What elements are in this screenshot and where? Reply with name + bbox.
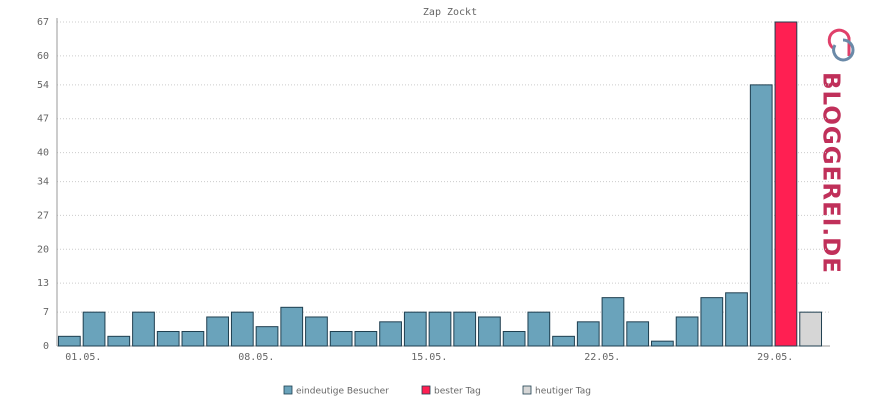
x-tick-label: 01.05. <box>65 352 101 363</box>
bar <box>478 316 501 347</box>
bar <box>107 335 131 347</box>
bar <box>552 335 575 347</box>
y-tick-label: 13 <box>37 278 49 289</box>
legend-swatch <box>421 385 431 395</box>
bar <box>527 311 551 347</box>
bar <box>799 311 823 347</box>
bar <box>576 321 600 347</box>
bar <box>82 311 106 347</box>
bar <box>749 84 773 347</box>
chart-title: Zap Zockt <box>423 7 477 18</box>
bar <box>725 292 748 347</box>
bar <box>379 321 402 347</box>
bar <box>57 335 81 347</box>
logo-text: BLOGGEREI.DE <box>818 72 844 274</box>
bar <box>428 311 452 347</box>
y-tick-label: 34 <box>37 177 49 188</box>
legend-label: bester Tag <box>434 387 481 397</box>
bar <box>329 330 353 347</box>
bar <box>132 311 155 347</box>
legend-swatch <box>283 385 293 395</box>
y-tick-label: 20 <box>37 244 49 255</box>
bar <box>403 311 427 347</box>
x-tick-label: 15.05. <box>411 352 447 363</box>
bar <box>280 306 304 347</box>
bar <box>354 330 378 347</box>
y-tick-label: 0 <box>43 341 49 352</box>
y-tick-label: 7 <box>43 307 49 318</box>
bar <box>453 311 477 347</box>
bar <box>255 326 279 347</box>
logo-icon <box>832 38 855 62</box>
x-tick-label: 29.05. <box>757 352 793 363</box>
legend-swatch <box>522 385 532 395</box>
bar <box>206 316 229 347</box>
legend-label: eindeutige Besucher <box>296 387 389 397</box>
bar <box>502 330 526 347</box>
y-tick-label: 27 <box>37 210 49 221</box>
bar <box>774 21 798 347</box>
y-tick-label: 47 <box>37 114 49 125</box>
bar <box>230 311 254 347</box>
x-tick-label: 22.05. <box>584 352 620 363</box>
bar <box>675 316 699 347</box>
logo-icon <box>827 28 851 56</box>
bar <box>156 330 180 347</box>
legend-label: heutiger Tag <box>535 387 591 397</box>
y-tick-label: 40 <box>37 148 49 159</box>
bar <box>700 297 724 347</box>
bar <box>626 321 650 347</box>
y-tick-label: 54 <box>37 80 49 91</box>
bar <box>651 340 674 347</box>
x-tick-label: 08.05. <box>238 352 274 363</box>
y-tick-label: 60 <box>37 51 49 62</box>
bar <box>601 297 625 347</box>
y-tick-label: 67 <box>37 17 49 28</box>
bar <box>181 330 205 347</box>
bar <box>305 316 328 347</box>
logo: BLOGGEREI.DE <box>818 28 855 274</box>
